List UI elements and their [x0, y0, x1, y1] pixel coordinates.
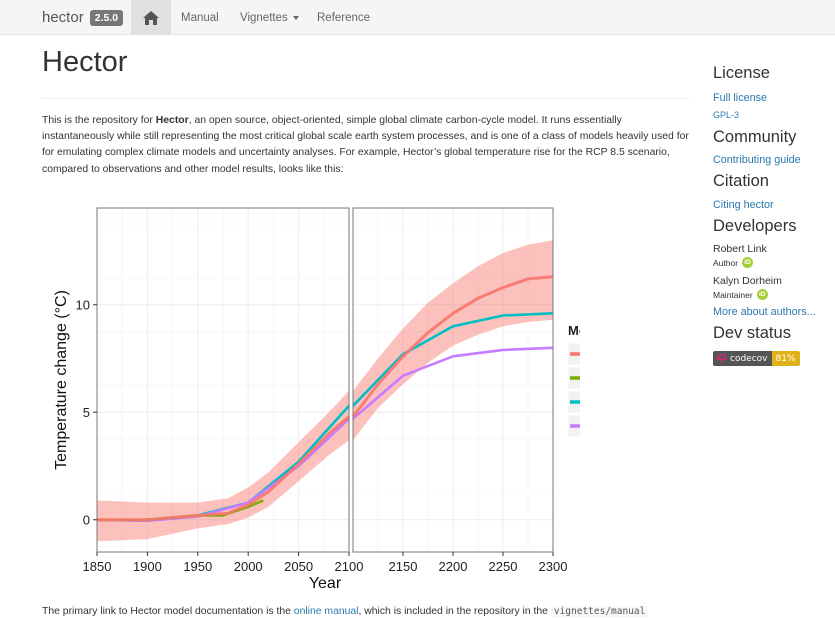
developer-role-label: Maintainer — [713, 289, 753, 300]
developer-name: Kalyn Dorheim — [713, 275, 782, 287]
page-title: Hector — [42, 46, 128, 78]
x-tick-label: 2050 — [284, 559, 313, 574]
x-tick-label: 2200 — [439, 559, 468, 574]
codecov-umbrella-icon — [716, 353, 727, 363]
series-line-cmip5 — [97, 415, 350, 522]
version-badge: 2.5.0 — [89, 9, 124, 26]
developers-heading: Developers — [713, 217, 797, 235]
citation-heading: Citation — [713, 172, 769, 190]
full-license-link[interactable]: Full license — [713, 92, 768, 104]
nav-manual[interactable]: Manual — [181, 0, 219, 35]
developer-role: Maintainer iD — [713, 289, 828, 300]
cmip5-range-band — [353, 240, 553, 441]
license-heading: License — [713, 64, 770, 82]
codecov-badge[interactable]: codecov 81% — [713, 351, 828, 366]
x-axis-title: Year — [309, 575, 342, 592]
nav-manual-label: Manual — [181, 11, 219, 24]
navbar: hector 2.5.0 Manual Vignettes Reference — [0, 0, 835, 35]
more-about-authors-link[interactable]: More about authors... — [713, 306, 816, 318]
chevron-down-icon — [292, 15, 299, 20]
codecov-badge-value: 81% — [771, 351, 800, 366]
developer-name: Robert Link — [713, 243, 767, 255]
codecov-badge-label: codecov — [713, 351, 772, 366]
series-line-hector — [352, 312, 554, 407]
nav-vignettes-dropdown[interactable]: Vignettes — [240, 0, 299, 35]
intro-paragraph: This is the repository for Hector, an op… — [42, 113, 692, 178]
contributing-guide-link[interactable]: Contributing guide — [713, 154, 801, 166]
intro-text-2: , an open source, object-oriented, simpl… — [42, 115, 689, 175]
nav-vignettes-label: Vignettes — [240, 11, 288, 24]
citing-hector-link[interactable]: Citing hector — [713, 199, 774, 211]
series-line-cmip5 — [351, 275, 554, 418]
x-tick-label: 1850 — [83, 559, 112, 574]
y-tick-label: 0 — [83, 512, 90, 527]
home-button[interactable] — [131, 0, 171, 35]
home-icon — [143, 10, 159, 25]
brand-name[interactable]: hector — [42, 9, 84, 26]
community-heading: Community — [713, 128, 797, 146]
docs-paragraph: The primary link to Hector model documen… — [42, 604, 649, 620]
x-tick-label: 2300 — [539, 559, 568, 574]
developer-role-label: Author — [713, 257, 739, 268]
y-tick-label: 10 — [76, 297, 90, 312]
x-tick-label: 1950 — [183, 559, 212, 574]
x-tick-label: 2250 — [489, 559, 518, 574]
x-tick-label: 2150 — [389, 559, 418, 574]
temperature-chart: 0 5 10 1850 1900 1950 2000 2050 2100 2150 2200 2250… — [53, 207, 580, 592]
x-tick-label: 2000 — [234, 559, 263, 574]
series-line-magicc6 — [352, 346, 554, 420]
y-tick-label: 5 — [83, 405, 90, 420]
manual-path-code: vignettes/manual — [550, 606, 649, 617]
developer-role: Author iD — [713, 257, 828, 268]
legend-title: Model — [568, 323, 580, 338]
intro-bold-hector: Hector — [155, 115, 189, 126]
chart-legend: ModelCMIP5HadCRUT4HECTORMAGICC6 — [567, 323, 580, 438]
x-tick-label: 2100 — [335, 559, 364, 574]
dev-status-heading: Dev status — [713, 324, 791, 342]
intro-text-1: This is the repository for — [42, 115, 156, 126]
nav-reference-label: Reference — [317, 11, 371, 24]
orcid-icon[interactable]: iD — [742, 257, 754, 268]
x-tick-label: 1900 — [133, 559, 162, 574]
cmip5-range-band — [97, 390, 349, 542]
docs-text-1: The primary link to Hector model documen… — [42, 606, 294, 617]
y-axis-title: Temperature change (°C) — [53, 290, 70, 470]
nav-reference[interactable]: Reference — [317, 0, 370, 35]
gpl3-link[interactable]: GPL-3 — [713, 110, 740, 120]
codecov-badge-text: codecov — [730, 353, 768, 364]
sidebar: License Full license GPL-3 Community Con… — [713, 64, 828, 366]
online-manual-link[interactable]: online manual — [293, 606, 359, 617]
panel-border — [96, 207, 350, 553]
docs-text-2: , which is included in the repository in… — [358, 606, 551, 617]
orcid-icon[interactable]: iD — [756, 289, 768, 300]
title-divider — [42, 98, 690, 99]
brand[interactable]: hector 2.5.0 — [42, 0, 124, 35]
